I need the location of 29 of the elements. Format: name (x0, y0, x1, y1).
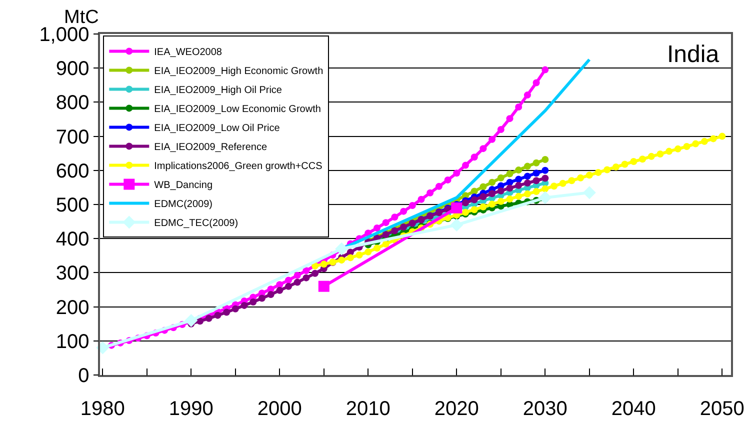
y-tick-label: 500 (56, 194, 90, 216)
y-tick-label: 0 (78, 365, 90, 387)
legend-label: EIA_IEO2009_Low Oil Price (154, 123, 280, 134)
y-tick-label: 800 (56, 92, 90, 114)
x-tick-label: 2040 (611, 398, 656, 420)
legend-label: EDMC(2009) (154, 199, 213, 210)
y-tick-label: 600 (56, 160, 90, 182)
y-tick-label: 300 (56, 262, 90, 285)
x-tick-label: 1980 (80, 398, 125, 420)
y-tick-label: 700 (56, 126, 90, 148)
legend-label: EIA_IEO2009_High Oil Price (154, 85, 282, 96)
legend-label: EIA_IEO2009_Reference (154, 142, 268, 154)
x-tick-label: 2000 (257, 398, 302, 420)
legend-label: Implications2006_Green growth+CCS (154, 161, 323, 172)
x-tick-label: 2050 (700, 398, 744, 420)
legend-label: WB_Dancing (154, 180, 213, 192)
x-tick-label: 2010 (346, 398, 390, 420)
legend-label: EIA_IEO2009_High Economic Growth (154, 66, 324, 78)
x-tick-label: 2020 (434, 398, 479, 420)
y-tick-label: 400 (56, 228, 90, 251)
y-tick-label: 100 (56, 330, 90, 353)
legend-label: EDMC_TEC(2009) (154, 218, 238, 230)
chart-title: India (667, 41, 720, 68)
legend-label: EIA_IEO2009_Low Economic Growth (154, 104, 321, 116)
x-tick-label: 1990 (168, 398, 214, 420)
legend-label: IEA_WEO2008 (154, 47, 222, 58)
y-tick-label: 900 (56, 58, 90, 80)
x-tick-label: 2030 (522, 398, 568, 420)
y-tick-label: 200 (56, 296, 90, 319)
